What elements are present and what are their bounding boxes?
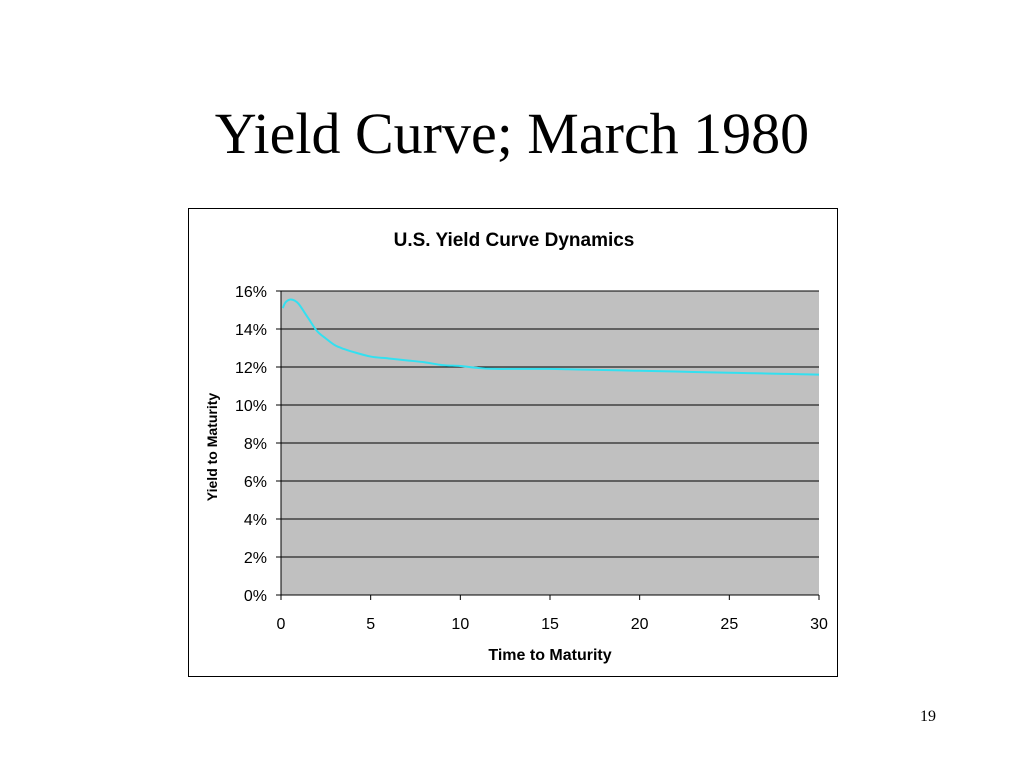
chart-title: U.S. Yield Curve Dynamics <box>394 230 635 251</box>
y-tick-label: 14% <box>235 322 267 339</box>
y-tick-label: 0% <box>244 588 267 605</box>
x-tick-label: 15 <box>541 616 559 633</box>
x-tick-label: 5 <box>366 616 375 633</box>
slide-title: Yield Curve; March 1980 <box>214 101 810 166</box>
y-tick-label: 16% <box>235 284 267 301</box>
page-number: 19 <box>920 708 936 725</box>
yield-curve-chart: U.S. Yield Curve Dynamics 0% 2% 4% 6% 8% 10% 1… <box>204 230 828 664</box>
x-tick-labels: 0 5 10 15 20 25 30 <box>277 616 828 633</box>
gridlines <box>281 290 819 558</box>
x-tick-label: 20 <box>631 616 649 633</box>
y-tick-label: 10% <box>235 398 267 415</box>
x-axis-label: Time to Maturity <box>488 647 611 664</box>
y-tick-labels: 0% 2% 4% 6% 8% 10% 12% 14% 16% <box>235 284 267 605</box>
y-tick-label: 12% <box>235 360 267 377</box>
x-tick-label: 0 <box>277 616 286 633</box>
chart-frame: U.S. Yield Curve Dynamics 0% 2% 4% 6% 8% 10% 1… <box>188 208 838 677</box>
y-tick-label: 8% <box>244 436 267 453</box>
axes <box>276 290 820 600</box>
yield-curve-line <box>281 298 820 376</box>
y-tick-label: 2% <box>244 550 267 567</box>
x-tick-label: 10 <box>451 616 469 633</box>
y-tick-label: 6% <box>244 474 267 491</box>
y-axis-label: Yield to Maturity <box>204 393 220 502</box>
y-tick-label: 4% <box>244 512 267 529</box>
x-tick-label: 25 <box>720 616 738 633</box>
x-tick-label: 30 <box>810 616 828 633</box>
